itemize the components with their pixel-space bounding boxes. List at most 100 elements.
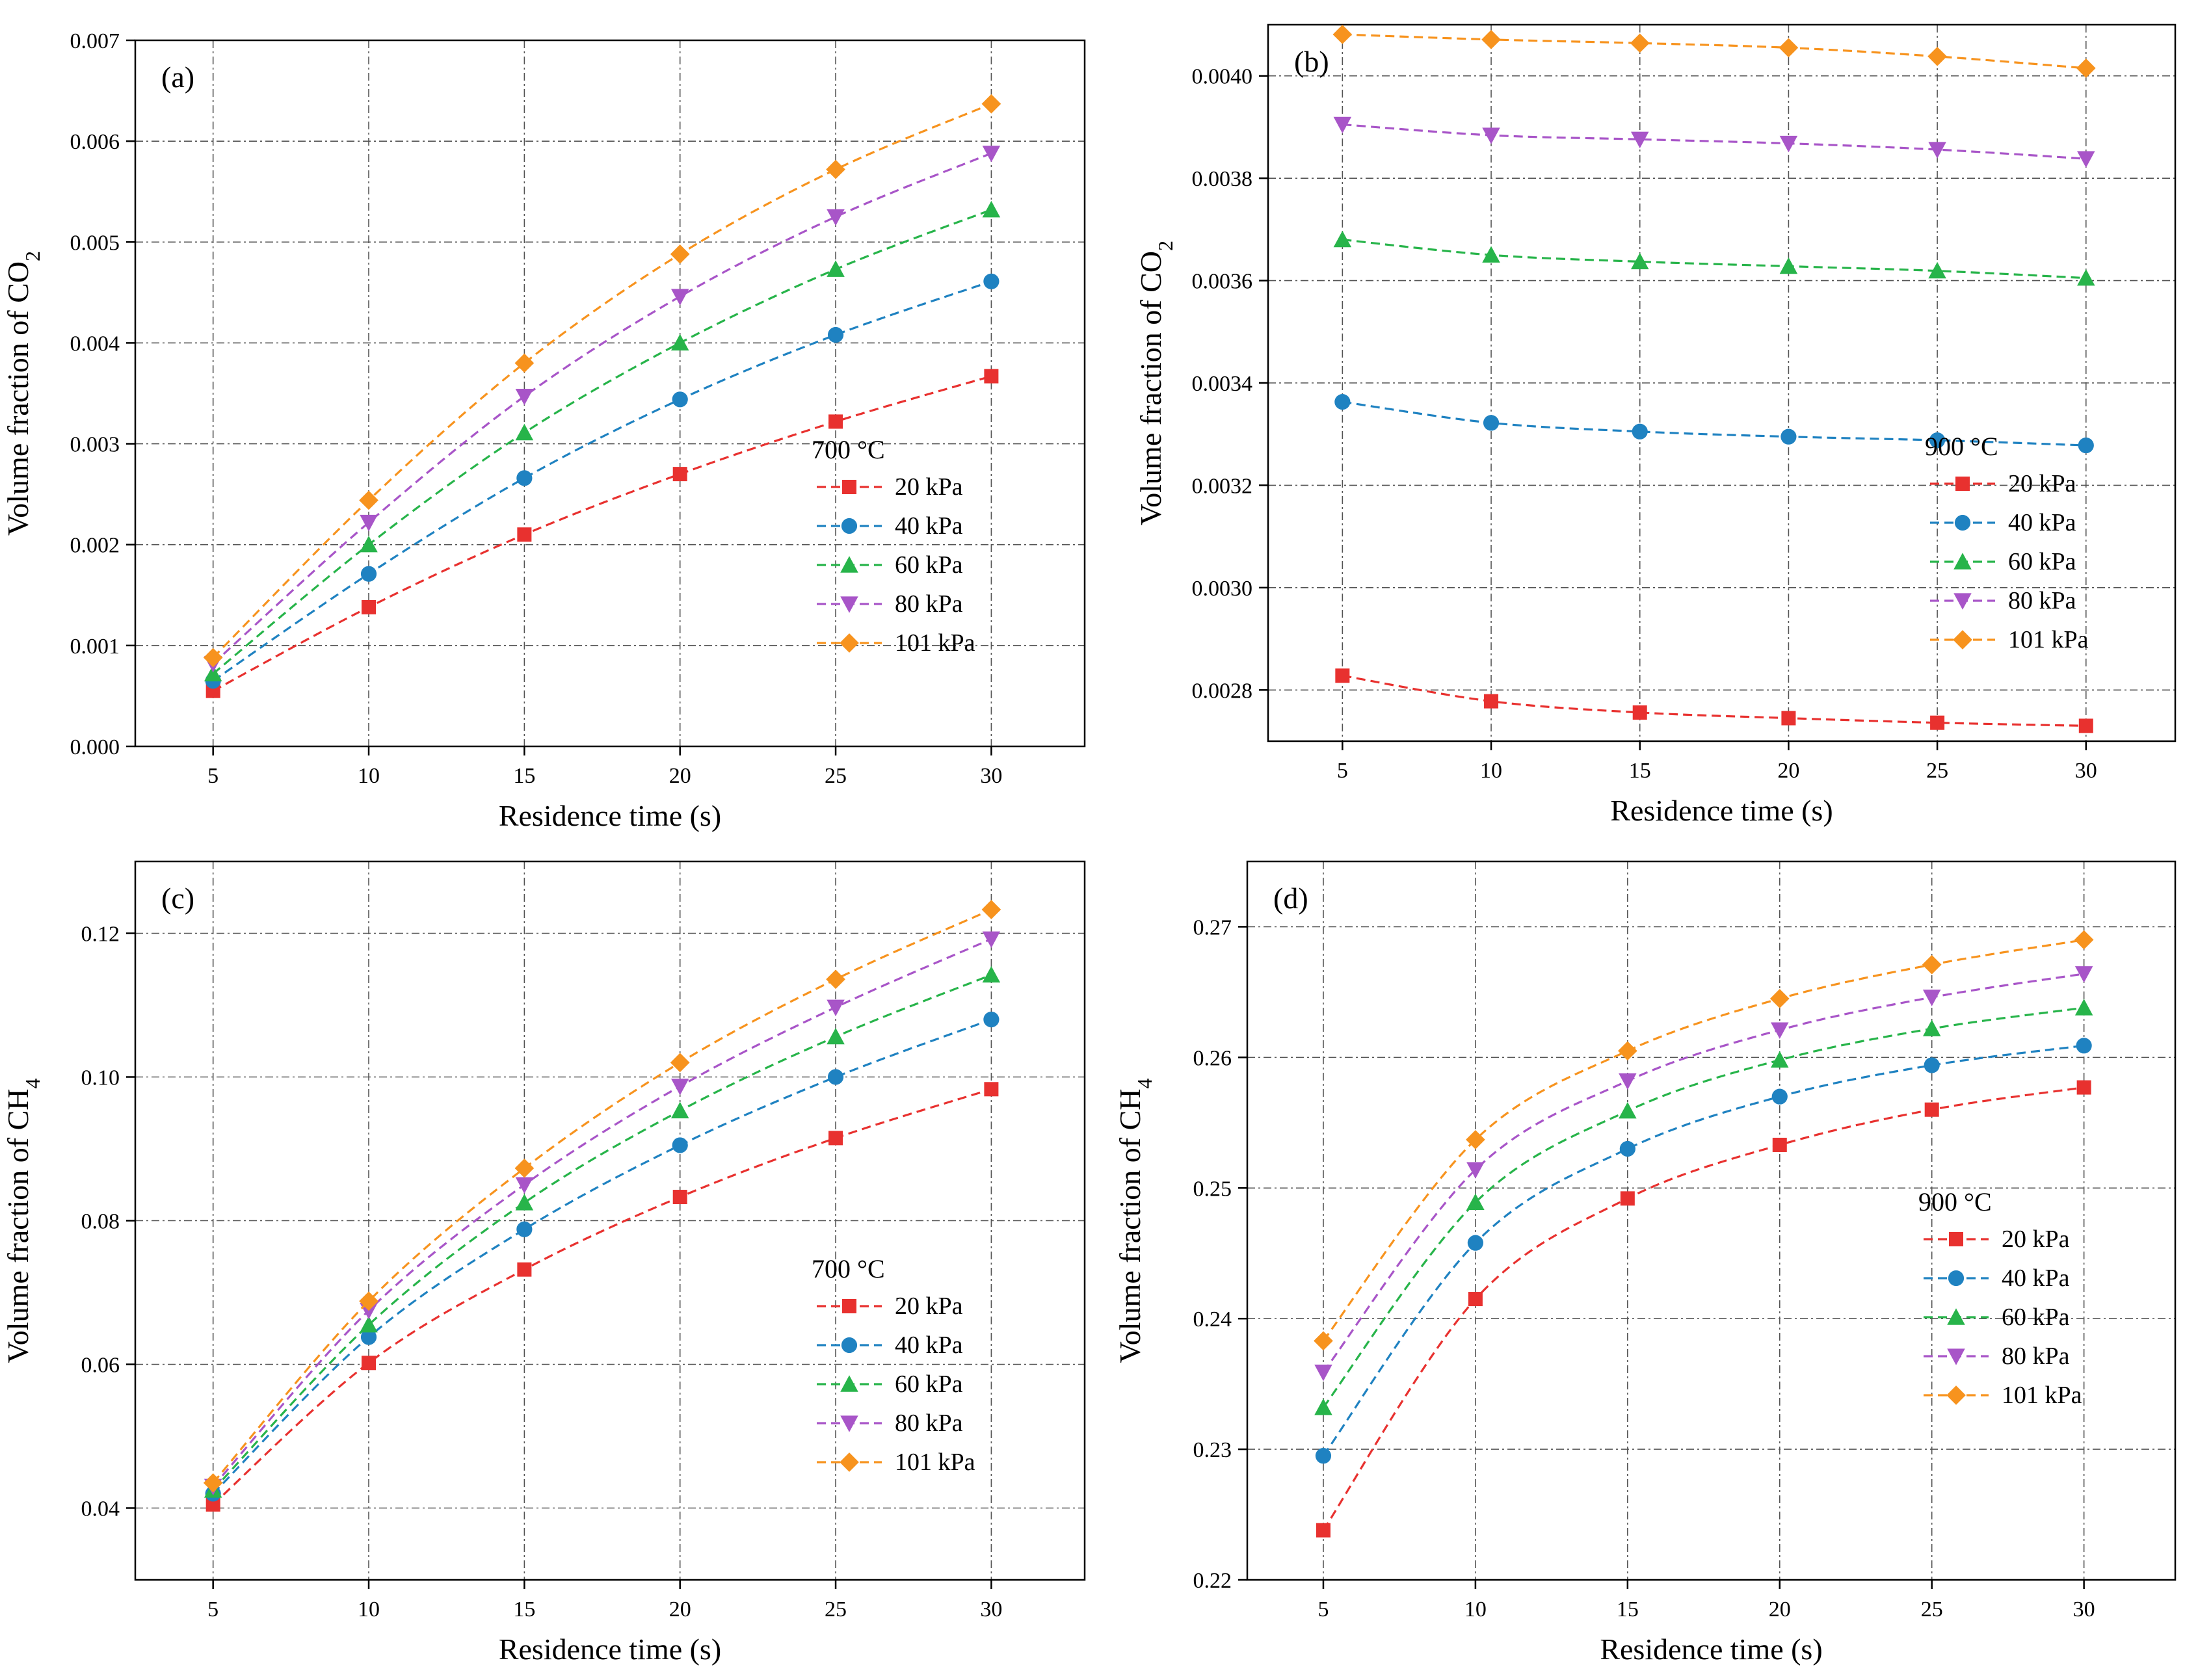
data-point [1332,25,1353,44]
y-tick-label: 0.007 [70,29,120,53]
series-line [1322,1006,2084,1408]
data-point [203,648,223,668]
legend-marker [1949,1232,1963,1246]
y-axis-label-main: Volume fraction of CO [1,261,34,536]
data-point [1619,1101,1637,1119]
series-40-kpa [205,273,1000,689]
x-tick-label: 25 [1926,759,1948,783]
data-point [359,1291,378,1311]
data-point [670,244,690,264]
data-point [1335,668,1350,683]
data-point [1315,1448,1332,1464]
legend-label: 80 kPa [895,1410,963,1437]
series-20-kpa [205,1082,999,1512]
data-point [515,1177,534,1194]
data-point [1922,1019,1941,1036]
y-axis-label-subscript: 4 [21,1078,44,1088]
data-point [1630,33,1650,53]
series-line [1342,400,2086,447]
data-point [670,1079,689,1096]
series-60-kpa [204,965,1001,1498]
data-point [1466,1162,1485,1179]
data-point [2074,930,2094,950]
data-point [983,273,1000,289]
legend-label: 101 kPa [895,629,975,657]
series-40-kpa [1315,1038,2092,1464]
data-point [1779,257,1798,274]
legend-marker [1948,1270,1965,1287]
x-tick-label: 5 [207,764,218,788]
data-point [672,467,687,482]
legend-label: 80 kPa [2002,1343,2070,1370]
data-point [362,1356,377,1371]
data-point [1467,1235,1484,1251]
data-point [360,566,377,582]
legend-label: 20 kPa [2002,1226,2070,1253]
data-point [1617,1041,1637,1061]
legend-marker [1947,1308,1965,1325]
x-tick-label: 5 [1337,759,1348,783]
legend-label: 80 kPa [895,590,963,618]
panel-label: (a) [161,60,194,94]
data-point [516,1221,533,1237]
data-point [1928,261,1946,279]
data-point [982,146,1001,163]
legend-marker [840,1415,858,1432]
series-line [212,1018,992,1495]
data-point [982,200,1001,218]
data-point [1930,715,1945,730]
series-line [212,103,992,659]
data-point [672,391,688,408]
y-tick-label: 0.0028 [1192,679,1253,703]
x-tick-label: 15 [1629,759,1651,783]
y-axis-label-subscript: 2 [1154,241,1177,251]
series-line [1342,123,2086,160]
legend-marker [1955,477,1970,491]
data-point [1779,135,1798,153]
data-point [2078,437,2094,454]
data-point [2077,269,2095,286]
data-point [514,353,535,373]
x-tick-label: 5 [207,1597,218,1621]
legend-label: 40 kPa [2008,509,2076,536]
data-point [515,1194,534,1211]
data-point [1781,711,1796,726]
series-20-kpa [1335,668,2093,733]
data-point [672,1137,688,1153]
panel-label: (b) [1294,45,1329,78]
series-60-kpa [1333,230,2095,286]
data-point [670,334,689,351]
series-line [212,938,992,1488]
data-point [828,414,843,429]
legend-marker [840,596,858,613]
x-tick-label: 10 [1480,759,1502,783]
y-tick-label: 0.10 [81,1066,120,1090]
series-60-kpa [1314,999,2093,1415]
legend-marker [1947,1348,1965,1365]
data-point [1314,1331,1333,1351]
series-40-kpa [1334,394,2094,454]
series-20-kpa [205,369,999,698]
y-tick-label: 0.27 [1193,915,1232,939]
series-80-kpa [204,146,1001,673]
data-point [203,1473,223,1493]
legend-marker [841,518,858,534]
legend-marker [1953,593,1972,610]
data-point [670,1053,690,1073]
data-point [1482,246,1500,263]
data-point [828,1131,843,1146]
data-point [1632,705,1647,720]
x-axis-label: Residence time (s) [499,1633,721,1666]
data-point [1484,694,1499,709]
series-101-kpa [203,94,1001,668]
series-line [1342,239,2086,280]
data-point [2077,151,2095,168]
data-point [1632,423,1648,440]
legend-marker [1953,553,1972,570]
data-point [2078,718,2093,733]
legend: 700 °C 20 kPa 40 kPa 60 kPa 80 kPa 101 kPa [812,435,975,657]
y-tick-label: 0.0038 [1192,167,1253,191]
series-line [212,908,992,1484]
data-point [672,1190,687,1205]
